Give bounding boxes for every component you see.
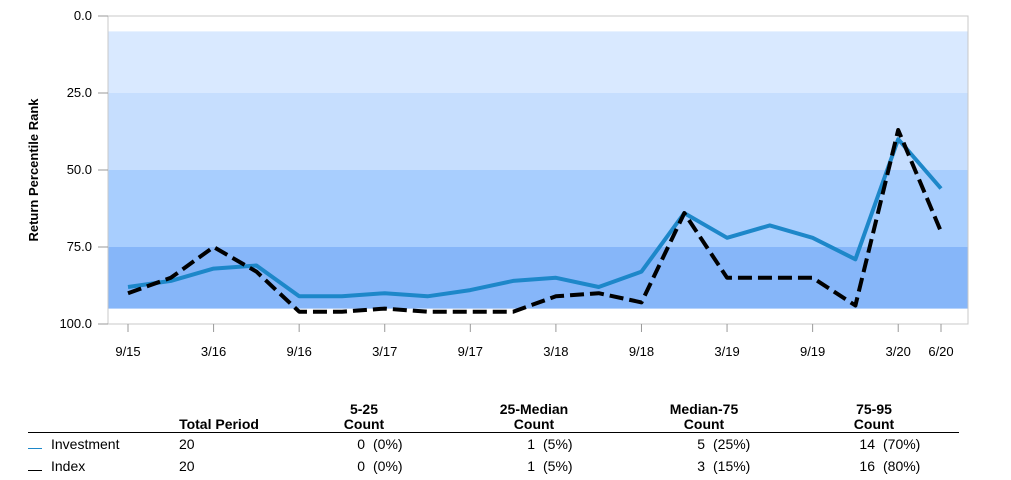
- x-tick-label: 3/18: [543, 344, 568, 359]
- stats-row-index: Index 20 0 (0%) 1 (5%) 3 (15%) 16 (80%): [28, 455, 959, 477]
- q1-cell: 0 (0%): [357, 458, 403, 474]
- q4-cell: 16 (80%): [859, 458, 921, 474]
- x-tick-label: 3/17: [372, 344, 397, 359]
- header-5-25: 5-25 Count: [279, 386, 449, 433]
- header-75-95: 75-95 Count: [789, 386, 959, 433]
- x-tick-label: 9/18: [629, 344, 654, 359]
- q2-cell: 1 (5%): [527, 458, 573, 474]
- stats-table: Total Period 5-25 Count 25-Median Count Me…: [28, 386, 959, 477]
- index-legend-swatch: [28, 469, 42, 471]
- y-tick-label: 50.0: [67, 162, 92, 177]
- x-tick-label: 3/16: [201, 344, 226, 359]
- q2-cell: 1 (5%): [527, 436, 573, 452]
- header-blank: [28, 386, 159, 433]
- percentile-band-1: [108, 31, 968, 93]
- series-line-investment: [127, 137, 943, 299]
- x-tick-label: 9/17: [458, 344, 483, 359]
- x-tick-label: 9/15: [115, 344, 140, 359]
- y-tick-label: 75.0: [67, 239, 92, 254]
- row-label: Investment: [28, 433, 159, 456]
- series-line-index: [127, 128, 943, 314]
- q3-cell: 5 (25%): [697, 436, 751, 452]
- x-tick-label: 6/20: [928, 344, 953, 359]
- y-tick-label: 0.0: [74, 8, 92, 23]
- row-label: Index: [28, 455, 159, 477]
- rank-chart: 0.0 25.0 50.0 75.0 100.0 Return Percentile Ra…: [26, 8, 969, 359]
- header-total-period: Total Period: [159, 386, 279, 433]
- y-tick-label: 100.0: [59, 316, 92, 331]
- stats-header-row: Total Period 5-25 Count 25-Median Count Me…: [28, 386, 959, 433]
- x-tick-label: 9/19: [800, 344, 825, 359]
- stats-row-investment: Investment 20 0 (0%) 1 (5%) 5 (25%) 14 (70%): [28, 433, 959, 456]
- q1-cell: 0 (0%): [357, 436, 403, 452]
- investment-legend-swatch: [28, 447, 42, 449]
- header-median-75: Median-75 Count: [619, 386, 789, 433]
- x-tick-label: 9/16: [287, 344, 312, 359]
- y-axis-label: Return Percentile Rank: [26, 98, 41, 242]
- total-cell: 20: [179, 436, 195, 452]
- percentile-band-2: [108, 93, 968, 170]
- header-25-median: 25-Median Count: [449, 386, 619, 433]
- percentile-band-3: [108, 170, 968, 247]
- x-tick-label: 3/19: [714, 344, 739, 359]
- total-cell: 20: [179, 458, 195, 474]
- q4-cell: 14 (70%): [859, 436, 921, 452]
- x-tick-label: 3/20: [886, 344, 911, 359]
- y-tick-label: 25.0: [67, 85, 92, 100]
- q3-cell: 3 (15%): [697, 458, 751, 474]
